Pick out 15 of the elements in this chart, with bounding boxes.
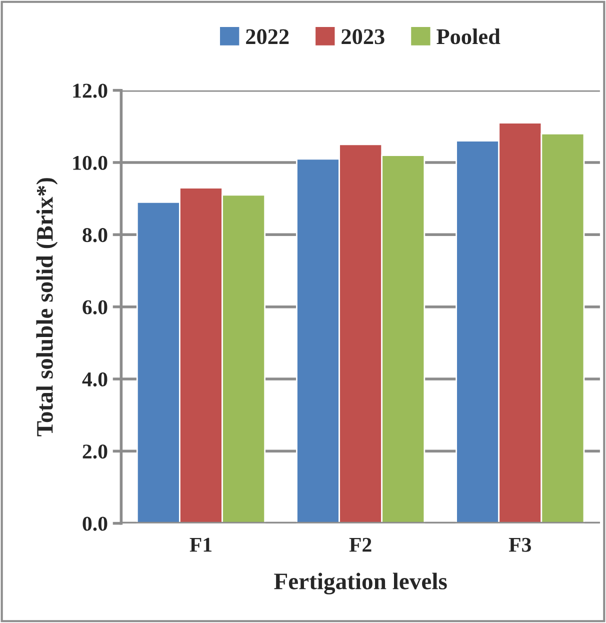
y-tick-label: 2.0 <box>82 444 108 459</box>
legend-label: 2022 <box>246 29 289 44</box>
x-tick-label: F1 <box>190 538 212 552</box>
y-tick-label: 6.0 <box>82 300 108 314</box>
y-tick-label: 8.0 <box>82 228 108 242</box>
legend-label: 2023 <box>342 29 384 44</box>
y-axis-title: Total soluble solid (Brix*) <box>36 178 58 436</box>
y-tick-label: 0.0 <box>82 516 108 531</box>
y-tick-label: 4.0 <box>82 372 108 387</box>
legend-label: Pooled <box>436 28 500 44</box>
y-tick-label: 10.0 <box>73 156 108 170</box>
x-tick-label: F3 <box>508 538 532 552</box>
x-tick-label: F2 <box>349 538 372 552</box>
y-tick-label: 12.0 <box>73 84 108 98</box>
x-axis-title: Fertigation levels <box>274 572 447 594</box>
